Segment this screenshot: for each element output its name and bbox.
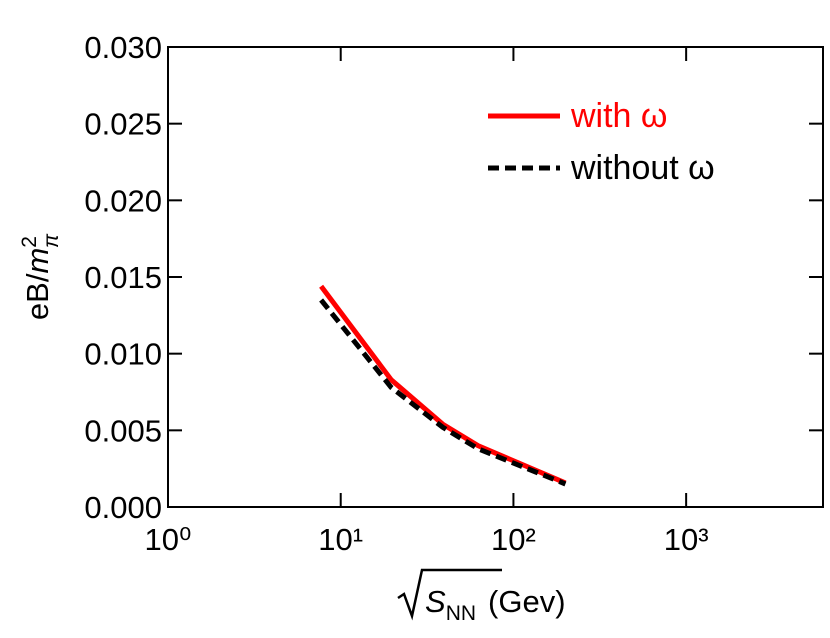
y-tick-label: 0.000 (84, 490, 162, 525)
y-axis-label: eB/m2π (18, 233, 63, 320)
y-tick-label: 0.015 (84, 260, 162, 295)
y-label-text: eB/ (20, 273, 55, 320)
x-label-var: S (425, 584, 446, 619)
x-tick-label: 10² (491, 522, 536, 557)
series-line (319, 298, 567, 487)
y-tick-label: 0.005 (84, 413, 162, 448)
x-axis-label: SNN (Gev) (425, 584, 566, 625)
y-tick-label: 0.025 (84, 107, 162, 142)
y-label-var: m (20, 248, 55, 274)
y-tick-label: 0.030 (84, 30, 162, 65)
y-tick-label: 0.010 (84, 337, 162, 372)
y-label-sup: 2 (18, 236, 41, 248)
legend-label: with ω (570, 97, 667, 135)
series-line (319, 284, 567, 486)
y-label-sub: π (40, 233, 63, 248)
x-tick-label: 10³ (664, 522, 709, 557)
y-tick-label: 0.020 (84, 183, 162, 218)
x-tick-label: 10¹ (318, 522, 363, 557)
sqrt-sign (397, 568, 502, 621)
x-label-unit: (Gev) (488, 584, 566, 619)
x-tick-label: 10⁰ (145, 522, 192, 557)
legend-label: without ω (570, 149, 715, 187)
x-label-sub: NN (446, 602, 476, 625)
